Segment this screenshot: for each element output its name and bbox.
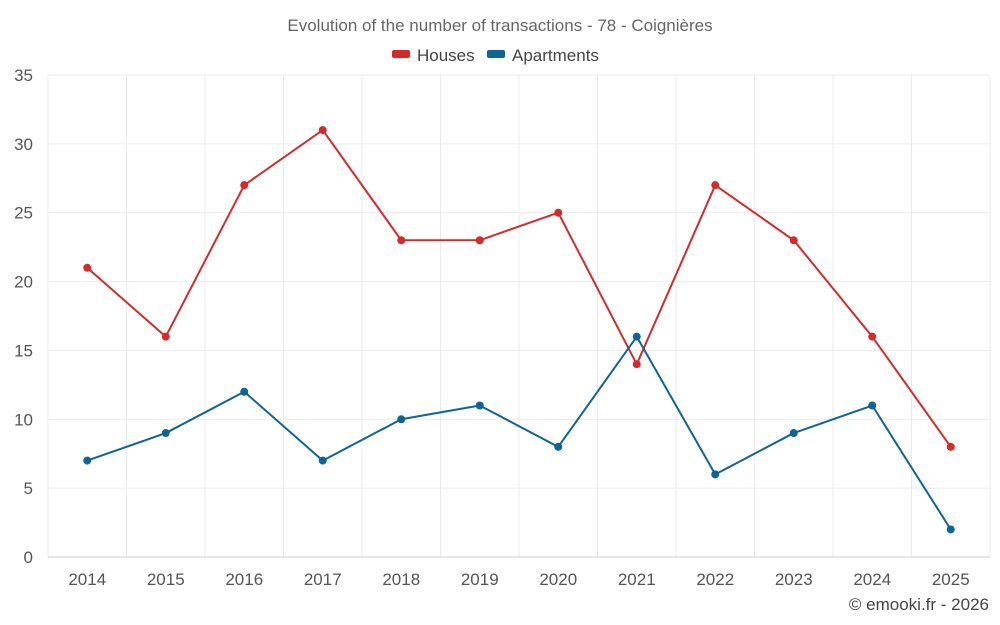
data-point-apartments[interactable] (83, 456, 92, 465)
data-point-apartments[interactable] (240, 387, 249, 396)
x-tick-label: 2021 (618, 570, 656, 589)
y-tick-label: 0 (24, 548, 33, 567)
data-point-houses[interactable] (554, 208, 563, 217)
legend-swatch-apartments (487, 50, 505, 58)
data-point-apartments[interactable] (475, 401, 484, 410)
series-line-apartments (86, 335, 952, 530)
x-tick-label: 2017 (304, 570, 342, 589)
data-point-houses[interactable] (475, 236, 484, 245)
data-point-houses[interactable] (318, 126, 327, 135)
series-line-houses (86, 129, 952, 448)
data-point-apartments[interactable] (318, 456, 327, 465)
y-tick-label: 30 (14, 135, 33, 154)
y-tick-label: 35 (14, 66, 33, 85)
y-tick-label: 10 (14, 410, 33, 429)
y-tick-label: 20 (14, 273, 33, 292)
grid (47, 74, 991, 558)
x-tick-label: 2014 (68, 570, 106, 589)
data-point-apartments[interactable] (397, 415, 406, 424)
data-point-apartments[interactable] (946, 525, 955, 534)
x-tick-label: 2015 (147, 570, 185, 589)
data-point-houses[interactable] (161, 332, 170, 341)
x-tick-label: 2023 (775, 570, 813, 589)
data-point-apartments[interactable] (711, 470, 720, 479)
x-axis-ticks: 2014 2015 2016 2017 2018 2019 2020 2021 2022 2023… (68, 570, 969, 589)
data-point-apartments[interactable] (554, 442, 563, 451)
series-layer (83, 126, 955, 534)
x-tick-label: 2022 (696, 570, 734, 589)
data-point-houses[interactable] (83, 263, 92, 272)
data-point-apartments[interactable] (868, 401, 877, 410)
chart-title: Evolution of the number of transactions … (287, 16, 712, 35)
y-tick-label: 25 (14, 204, 33, 223)
data-point-houses[interactable] (632, 360, 641, 369)
x-tick-label: 2018 (382, 570, 420, 589)
y-tick-label: 15 (14, 341, 33, 360)
data-point-houses[interactable] (946, 442, 955, 451)
data-point-apartments[interactable] (789, 429, 798, 438)
x-tick-label: 2019 (461, 570, 499, 589)
series-apartments (83, 332, 955, 534)
data-point-houses[interactable] (240, 181, 249, 190)
data-point-apartments[interactable] (632, 332, 641, 341)
y-tick-label: 5 (24, 479, 33, 498)
data-point-houses[interactable] (397, 236, 406, 245)
x-tick-label: 2025 (932, 570, 970, 589)
legend: Houses Apartments (392, 46, 599, 65)
x-tick-label: 2016 (225, 570, 263, 589)
data-point-apartments[interactable] (161, 429, 170, 438)
legend-swatch-houses (392, 50, 410, 58)
data-point-houses[interactable] (711, 181, 720, 190)
y-axis-ticks: 0 5 10 15 20 25 30 35 (14, 66, 33, 567)
data-point-houses[interactable] (789, 236, 798, 245)
data-point-houses[interactable] (868, 332, 877, 341)
x-tick-label: 2024 (853, 570, 891, 589)
credit-text: © emooki.fr - 2026 (849, 595, 989, 614)
legend-label-houses: Houses (417, 46, 475, 65)
series-houses (83, 126, 955, 451)
x-tick-label: 2020 (539, 570, 577, 589)
legend-label-apartments: Apartments (512, 46, 599, 65)
